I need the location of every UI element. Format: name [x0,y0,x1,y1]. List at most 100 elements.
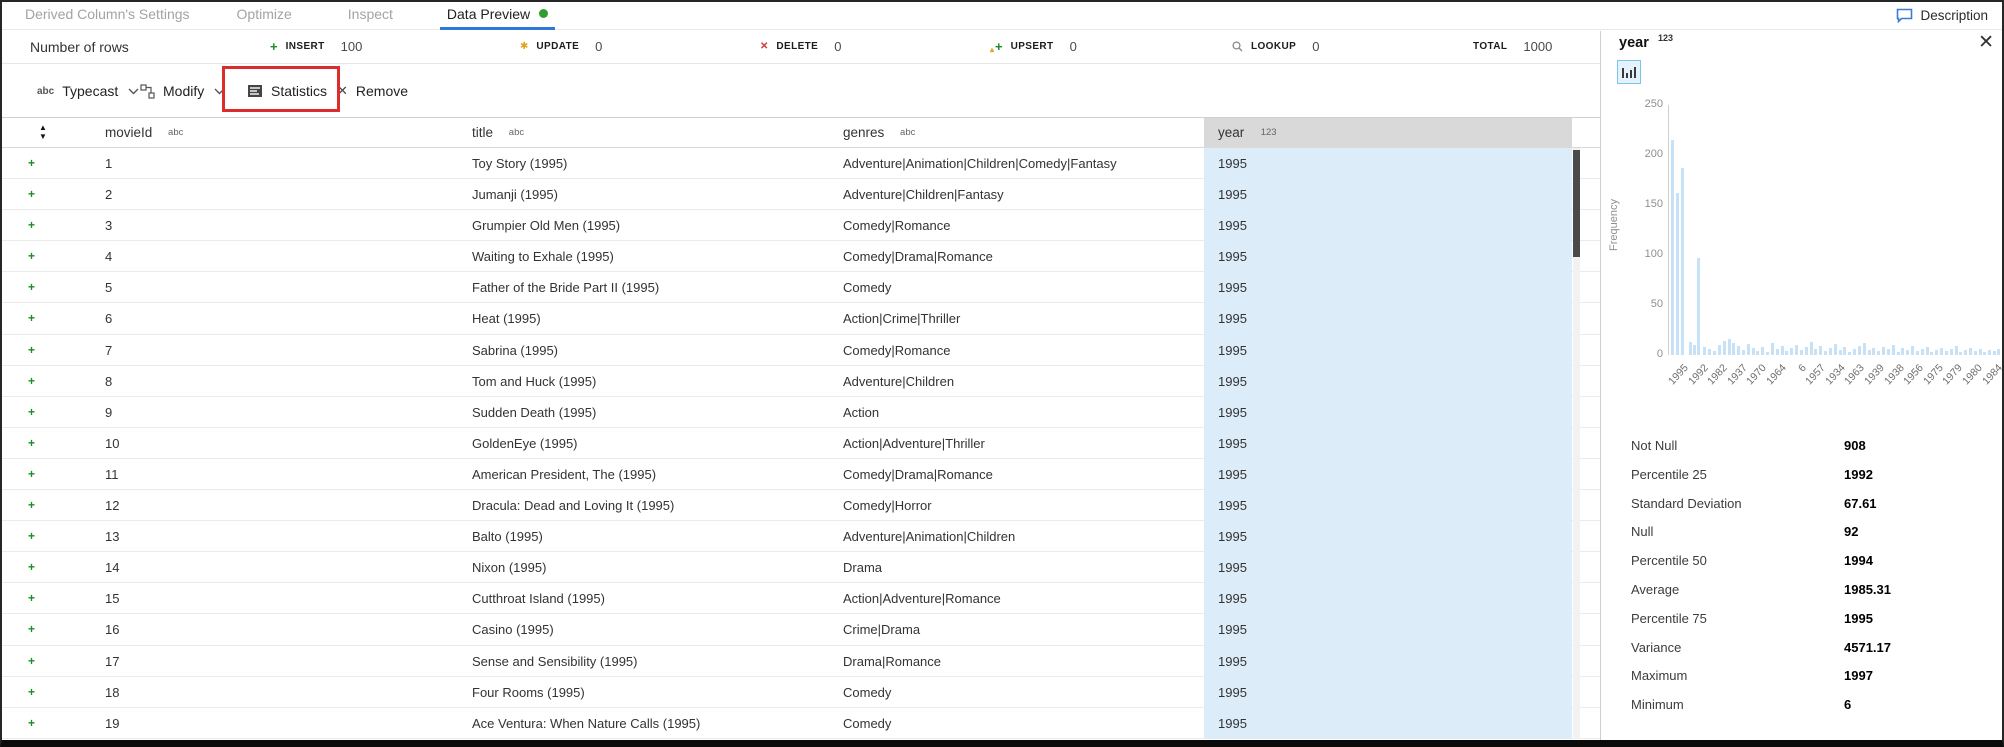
cell-genres: Adventure|Animation|Children [843,529,1016,545]
histogram-bar [1829,348,1832,355]
table-row[interactable]: +11 American President, The (1995) Comedy|… [0,458,1600,491]
statistics-label: Statistics [271,83,328,99]
histogram-mini-icon [1633,67,1636,78]
table-row[interactable]: +17 Sense and Sensibility (1995) Drama|Rom… [0,645,1600,677]
histogram-bar [1877,351,1880,355]
insert-row-icon: + [28,466,36,481]
cell-year: 1995 [1204,614,1572,646]
histogram-bar [1800,350,1803,355]
cell-title: Waiting to Exhale (1995) [472,249,614,265]
histogram-bar [1785,351,1788,355]
histogram-bar [1921,349,1924,355]
cell-genres: Comedy|Romance [843,218,951,234]
table-row[interactable]: +9 Sudden Death (1995) Action 1995 [0,396,1600,428]
cell-movieid: 3 [105,218,113,234]
stat-value: 1995 [1844,610,1873,626]
cell-year-value: 1995 [1218,187,1247,203]
table-row[interactable]: +16 Casino (1995) Crime|Drama 1995 [0,614,1600,646]
column-header-movieid-label: movieId [105,125,153,140]
table-row[interactable]: +7 Sabrina (1995) Comedy|Romance 1995 [0,334,1600,366]
histogram-view-button[interactable] [1617,60,1641,84]
column-header-genres-label: genres [843,125,885,140]
table-row[interactable]: +1 Toy Story (1995) Adventure|Animation|Ch… [0,148,1600,180]
remove-button[interactable]: ✕ Remove [337,65,408,117]
remove-x-icon: ✕ [337,83,348,98]
tab-derived-column-settings[interactable]: Derived Column's Settings [25,6,190,22]
cell-movieid: 6 [105,311,113,327]
cell-year-value: 1995 [1218,529,1247,545]
insert-counter: + INSERT 100 [270,39,362,54]
cell-year-value: 1995 [1218,435,1247,451]
typecast-button[interactable]: abc Typecast [37,65,139,117]
table-row[interactable]: +6 Heat (1995) Action|Crime|Thriller 1995 [0,303,1600,335]
stat-label: Minimum [1631,697,1684,713]
tab-optimize[interactable]: Optimize [236,6,292,22]
cell-year-value: 1995 [1218,591,1247,607]
scrollbar-thumb[interactable] [1573,150,1580,257]
column-header-genres[interactable]: genres abc [843,118,915,148]
histogram-bar [1697,258,1700,355]
insert-row-icon: + [28,560,36,575]
cell-title: Sense and Sensibility (1995) [472,653,638,669]
table-row[interactable]: +19 Ace Ventura: When Nature Calls (1995)… [0,707,1600,739]
table-row[interactable]: +15 Cutthroat Island (1995) Action|Adventu… [0,583,1600,615]
cell-year-value: 1995 [1218,466,1247,482]
histogram-bar [1708,349,1711,355]
cell-year: 1995 [1204,552,1572,584]
histogram-bar [1824,351,1827,355]
table-row[interactable]: +2 Jumanji (1995) Adventure|Children|Fanta… [0,179,1600,211]
table-row[interactable]: +14 Nixon (1995) Drama 1995 [0,552,1600,584]
close-icon[interactable]: ✕ [1978,32,1994,53]
number-of-rows-label: Number of rows [30,39,129,55]
table-row[interactable]: +4 Waiting to Exhale (1995) Comedy|Drama|R… [0,241,1600,273]
vertical-scrollbar[interactable] [1573,148,1580,739]
histogram-bar [1969,348,1972,355]
magnifier-icon [1232,41,1243,52]
tab-bar: Derived Column's Settings Optimize Inspe… [0,0,2004,30]
histogram-mini-icon [1629,70,1633,78]
cell-year: 1995 [1204,396,1572,428]
lookup-counter: LOOKUP 0 [1232,39,1319,54]
stat-label: Null [1631,524,1654,540]
histogram-bar [1964,350,1967,355]
description-button[interactable]: Description [1896,0,1988,30]
total-label: TOTAL [1473,41,1508,52]
sort-rows-icon[interactable]: ▲ ▼ [38,123,48,141]
table-row[interactable]: +10 GoldenEye (1995) Action|Adventure|Thri… [0,427,1600,459]
cell-genres: Comedy [843,280,892,296]
cell-title: Toy Story (1995) [472,156,568,171]
histogram-bar [1906,350,1909,355]
table-row[interactable]: +13 Balto (1995) Adventure|Animation|Child… [0,521,1600,553]
insert-row-icon: + [28,684,36,699]
cell-year: 1995 [1204,303,1572,335]
histogram-bar [1732,343,1735,355]
stat-row: Standard Deviation 67.61 [1631,496,1981,516]
tab-data-preview[interactable]: Data Preview [439,0,556,30]
table-row[interactable]: +12 Dracula: Dead and Loving It (1995) Com… [0,490,1600,522]
histogram-bar [1795,345,1798,355]
cell-year: 1995 [1204,458,1572,491]
column-header-year[interactable]: year 123 [1204,118,1572,148]
table-row[interactable]: +18 Four Rooms (1995) Comedy 1995 [0,676,1600,708]
table-row[interactable]: +8 Tom and Huck (1995) Adventure|Children 1… [0,365,1600,397]
histogram-bar [1916,351,1919,355]
cell-year-value: 1995 [1218,249,1247,265]
histogram-bar [1693,345,1696,355]
statistics-button[interactable]: Statistics [247,65,327,117]
table-row[interactable]: +5 Father of the Bride Part II (1995) Come… [0,272,1600,304]
tab-inspect[interactable]: Inspect [347,6,393,22]
table-row[interactable]: +3 Grumpier Old Men (1995) Comedy|Romance 1… [0,210,1600,242]
abc-type-icon: abc [37,85,55,97]
histogram-bar [1776,349,1779,355]
stat-label: Not Null [1631,438,1678,453]
column-header-movieid[interactable]: movieId abc [105,118,183,148]
column-header-title[interactable]: title abc [472,118,524,148]
histogram-bar [1983,352,1986,355]
histogram-bar [1935,350,1938,355]
cell-year-value: 1995 [1218,715,1247,731]
modify-button[interactable]: Modify [140,65,225,117]
stat-value: 908 [1844,438,1866,453]
delete-value: 0 [834,39,842,54]
panel-column-name: year [1619,35,1649,51]
table-body: +1 Toy Story (1995) Adventure|Animation|Ch… [0,148,1600,739]
